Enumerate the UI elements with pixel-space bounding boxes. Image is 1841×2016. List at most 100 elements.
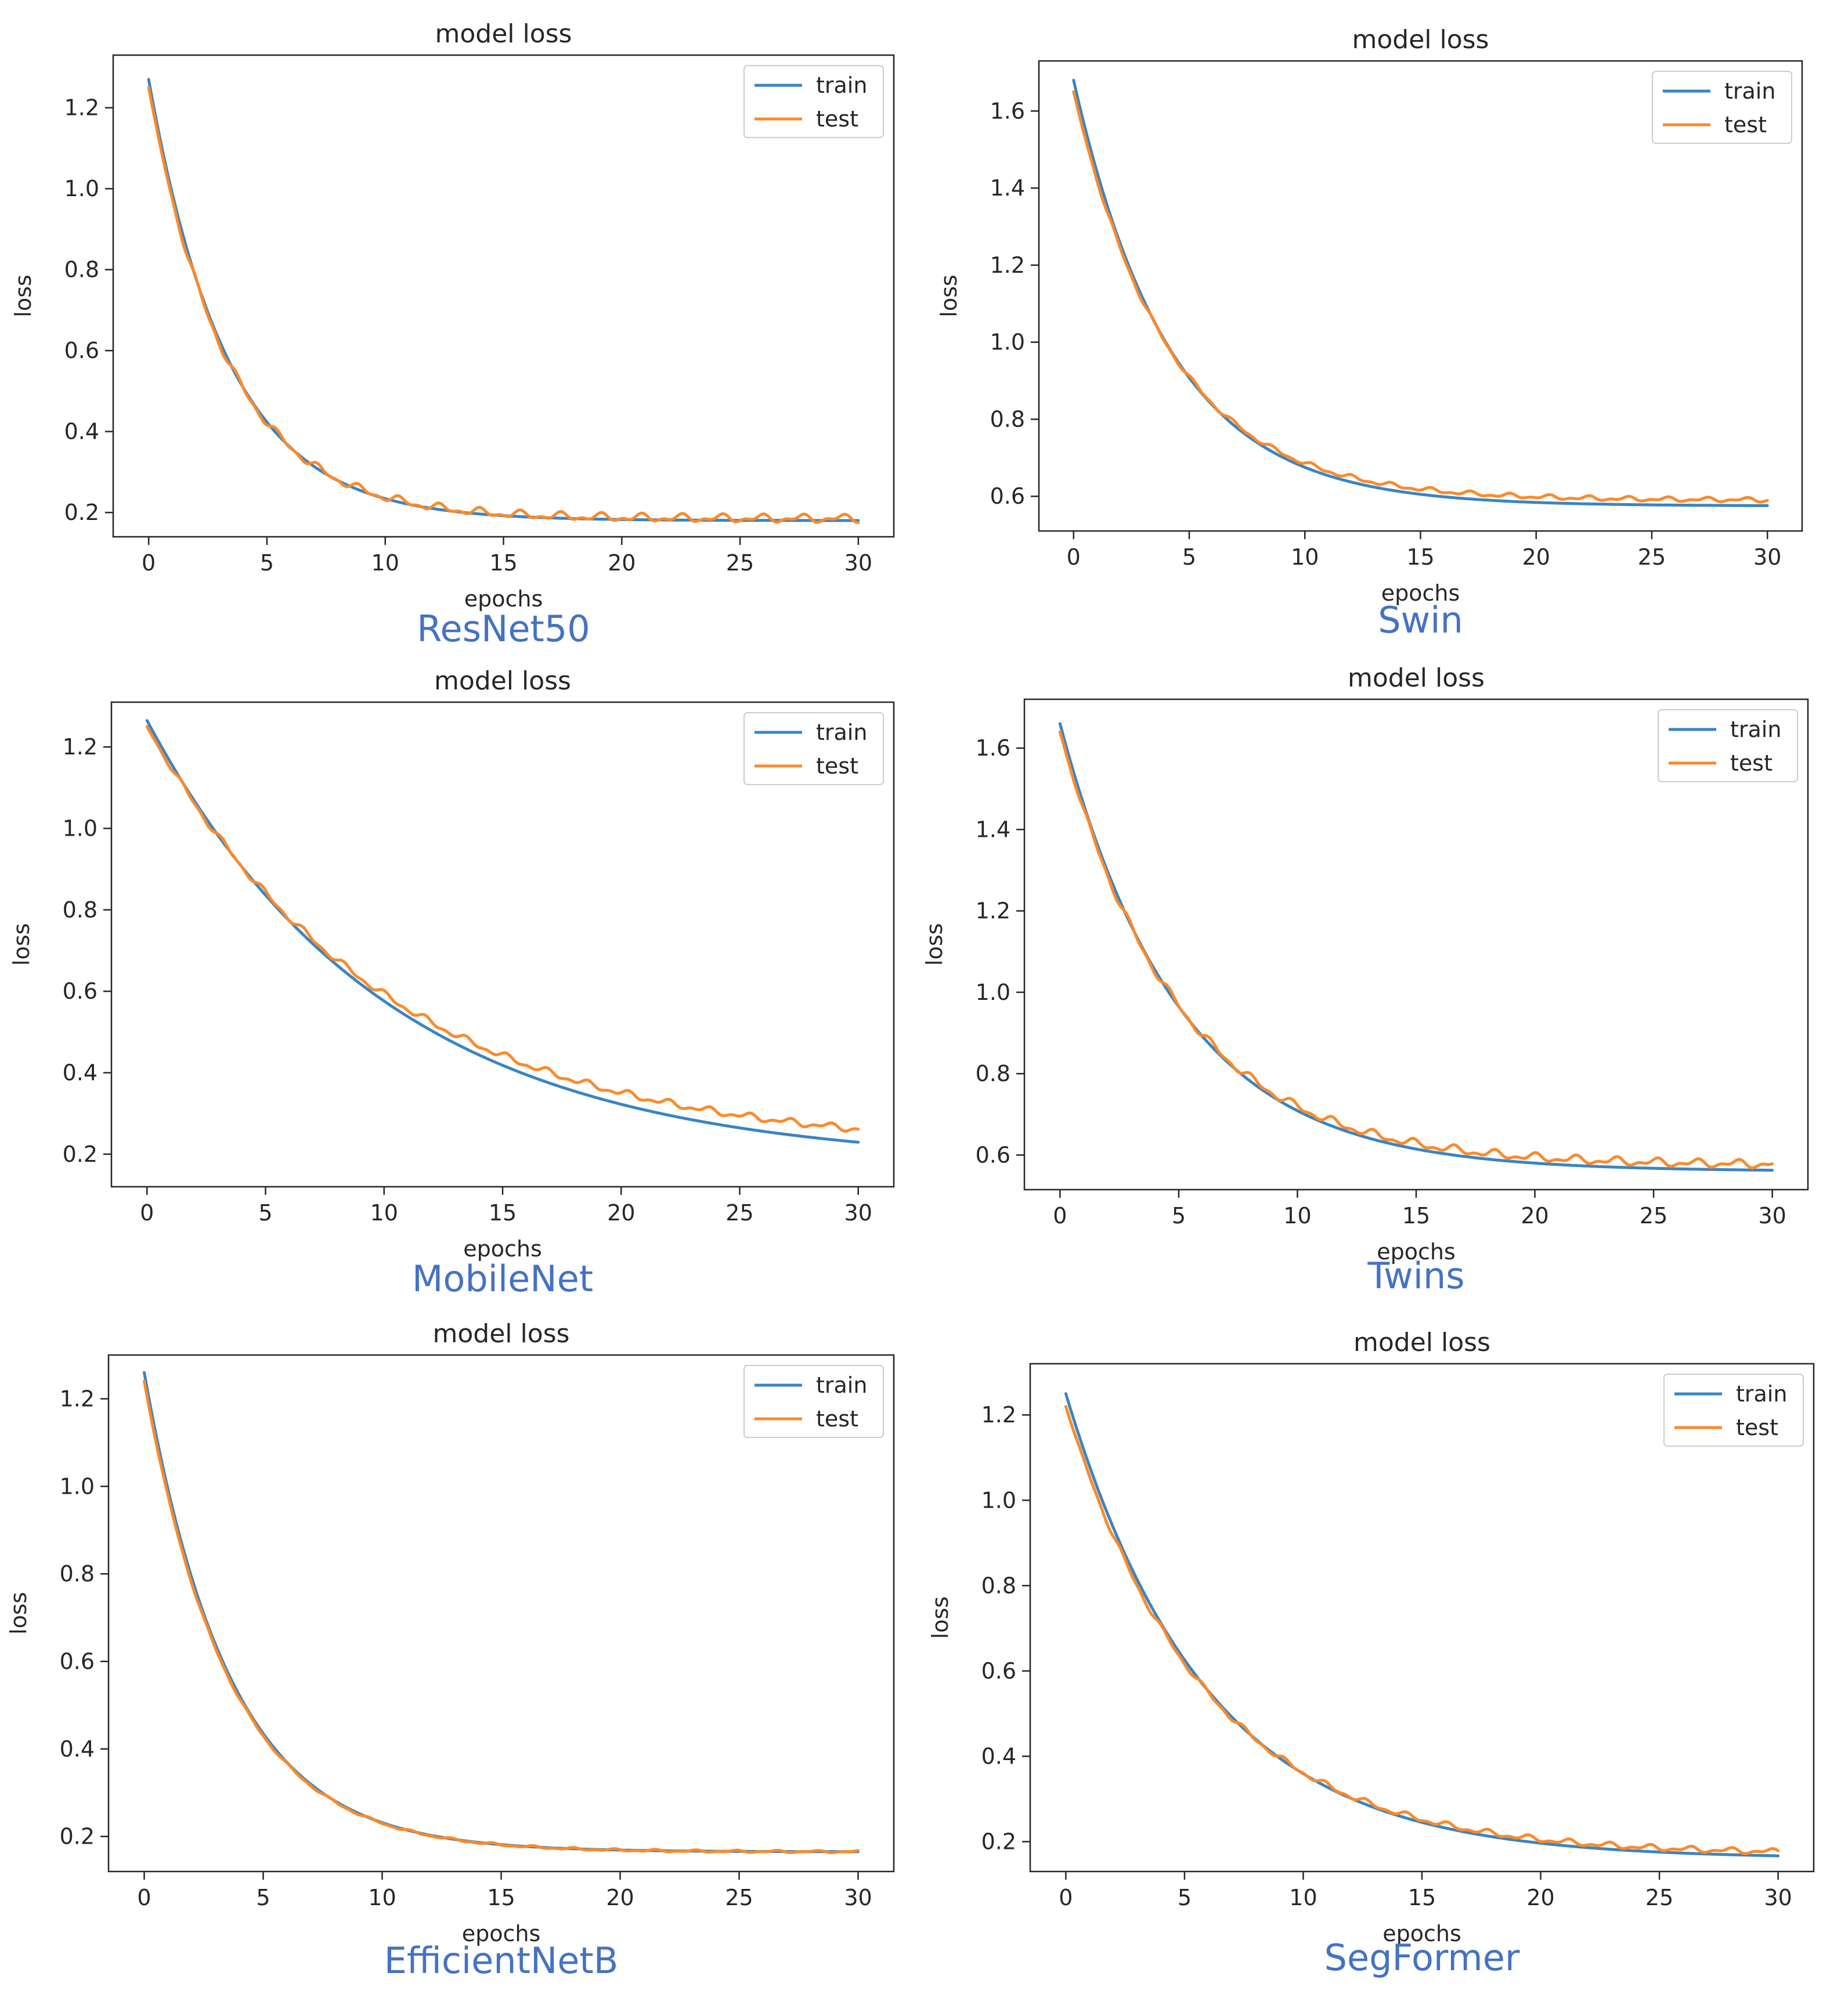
y-tick-label: 1.6	[976, 735, 1010, 761]
x-tick-label: 15	[487, 1885, 515, 1910]
y-tick-label: 0.6	[976, 1142, 1010, 1168]
x-axis-label: epochs	[462, 1921, 541, 1946]
x-tick-label: 20	[1522, 544, 1550, 570]
model-caption: ResNet50	[417, 608, 590, 650]
y-tick-label: 0.4	[63, 1060, 98, 1086]
y-axis-label: loss	[9, 923, 34, 966]
chart-panel-resnet50: model loss 0 5 10 15 20 25 30 0.2 0.4 0.6 0.8 1.0 1.2…	[10, 19, 895, 650]
legend-label-test: test	[816, 753, 858, 779]
legend: train test	[743, 1365, 884, 1438]
x-tick-label: 25	[726, 550, 754, 576]
x-tick-label: 20	[1526, 1885, 1554, 1910]
x-tick-label: 15	[489, 1200, 517, 1226]
y-tick-label: 0.8	[976, 1061, 1010, 1086]
x-tick-label: 5	[256, 1885, 270, 1910]
x-tick-label: 10	[370, 1200, 398, 1226]
y-tick-label: 1.2	[63, 734, 98, 760]
legend-label-test: test	[1736, 1415, 1778, 1440]
x-tick-label: 30	[844, 1200, 872, 1226]
x-axis-label: epochs	[1382, 1921, 1461, 1946]
legend-label-test: test	[1730, 750, 1773, 776]
y-tick-label: 0.8	[990, 406, 1025, 432]
y-tick-label: 1.0	[60, 1473, 95, 1499]
series-line-train	[145, 719, 860, 1144]
chart-title: model loss	[1348, 663, 1485, 693]
x-tick-label: 30	[1764, 1885, 1792, 1910]
y-tick-label: 0.2	[63, 1141, 98, 1167]
x-tick-label: 20	[607, 1200, 635, 1226]
x-tick-label: 0	[137, 1885, 151, 1910]
y-axis-label: loss	[10, 274, 36, 317]
y-tick-label: 1.0	[981, 1487, 1016, 1513]
y-tick-label: 0.6	[981, 1658, 1016, 1683]
model-caption: Twins	[1367, 1255, 1464, 1297]
y-tick-label: 1.6	[990, 98, 1025, 124]
model-caption: EfficientNetB	[384, 1939, 619, 1982]
y-tick-label: 1.4	[976, 816, 1010, 842]
series-line-train	[1058, 722, 1774, 1172]
legend: train test	[1652, 71, 1792, 144]
chart-panel-mobilenet: model loss 0 5 10 15 20 25 30 0.2 0.4 0.6 0.8 1.0 1.2…	[9, 666, 895, 1300]
series-line-train	[143, 1371, 860, 1854]
x-tick-label: 5	[1178, 1885, 1192, 1910]
x-tick-label: 5	[1182, 544, 1196, 570]
legend: train test	[743, 65, 884, 138]
legend-label-train: train	[1736, 1381, 1787, 1407]
model-caption: Swin	[1378, 599, 1463, 641]
legend: train test	[743, 712, 884, 785]
series-line-train	[1064, 1392, 1780, 1858]
chart-title: model loss	[1353, 1328, 1490, 1357]
chart-title: model loss	[435, 19, 572, 49]
model-caption: SegFormer	[1324, 1936, 1520, 1979]
x-tick-label: 20	[1521, 1203, 1548, 1229]
y-tick-label: 0.8	[63, 897, 98, 923]
series-line-test	[145, 725, 860, 1133]
y-tick-label: 1.2	[990, 252, 1025, 278]
x-tick-label: 0	[1053, 1203, 1067, 1229]
y-tick-label: 0.8	[60, 1561, 95, 1587]
x-tick-label: 25	[1638, 544, 1666, 570]
y-tick-label: 1.2	[64, 95, 99, 121]
x-tick-label: 0	[1067, 544, 1081, 570]
model-caption: MobileNet	[412, 1258, 593, 1300]
series-line-test	[1072, 90, 1769, 504]
y-tick-label: 0.2	[981, 1829, 1016, 1855]
y-tick-label: 0.2	[60, 1824, 95, 1849]
y-tick-label: 0.8	[981, 1573, 1016, 1598]
y-tick-label: 1.0	[63, 816, 98, 841]
y-tick-label: 1.0	[64, 176, 99, 201]
x-axis-label: epochs	[464, 586, 543, 612]
x-tick-label: 25	[1645, 1885, 1673, 1910]
legend-label-test: test	[816, 106, 858, 132]
legend-label-test: test	[1724, 112, 1767, 138]
x-tick-label: 20	[608, 550, 636, 576]
y-tick-label: 1.2	[981, 1402, 1016, 1428]
x-tick-label: 30	[844, 550, 872, 576]
chart-panel-twins: model loss 0 5 10 15 20 25 30 0.6 0.8 1.0 1.2 1.4 1.6…	[922, 663, 1809, 1297]
y-tick-label: 0.6	[60, 1649, 95, 1674]
x-tick-label: 0	[142, 550, 156, 576]
x-tick-label: 15	[1408, 1885, 1436, 1910]
legend-label-train: train	[816, 720, 867, 745]
x-tick-label: 5	[1172, 1203, 1186, 1229]
legend-label-train: train	[816, 1372, 867, 1398]
y-axis-label: loss	[922, 923, 947, 966]
chart-panel-swin: model loss 0 5 10 15 20 25 30 0.6 0.8 1.0 1.2 1.4 1.6…	[936, 25, 1803, 641]
x-tick-label: 0	[140, 1200, 154, 1226]
x-tick-label: 10	[368, 1885, 396, 1910]
chart-panel-segformer: model loss 0 5 10 15 20 25 30 0.2 0.4 0.6 0.8 1.0 1.2…	[927, 1328, 1815, 1979]
y-tick-label: 0.8	[64, 257, 99, 283]
chart-panel-efficientnetb: model loss 0 5 10 15 20 25 30 0.2 0.4 0.6 0.8 1.0 1.2…	[6, 1319, 895, 1982]
x-tick-label: 5	[258, 1200, 272, 1226]
x-tick-label: 20	[606, 1885, 634, 1910]
x-tick-label: 15	[1406, 544, 1434, 570]
x-tick-label: 25	[725, 1885, 753, 1910]
y-tick-label: 0.4	[981, 1743, 1016, 1769]
x-tick-label: 15	[1402, 1203, 1430, 1229]
y-tick-label: 0.6	[63, 978, 98, 1004]
legend: train test	[1663, 1374, 1804, 1447]
x-tick-label: 10	[1283, 1203, 1311, 1229]
y-tick-label: 0.4	[64, 419, 99, 445]
series-line-train	[1072, 78, 1769, 507]
